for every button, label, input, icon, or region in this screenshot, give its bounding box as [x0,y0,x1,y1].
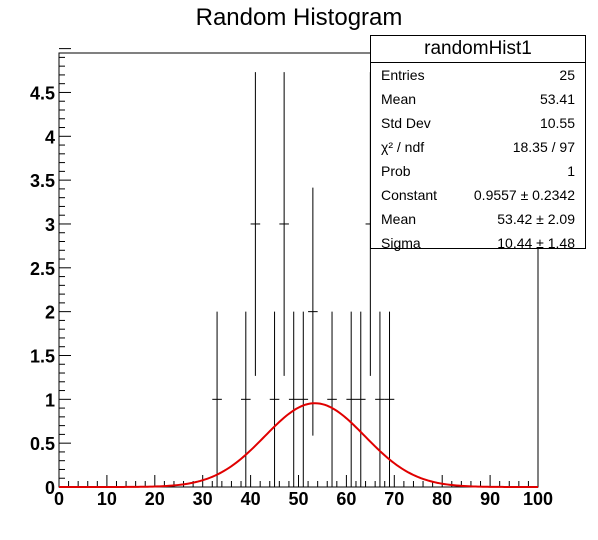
x-tick-label: 30 [193,489,213,509]
stats-value: 1 [567,163,575,179]
stats-row: Sigma 10.44 ± 1.48 [371,231,585,255]
x-tick-label: 70 [384,489,404,509]
histogram-bin [384,311,395,487]
stats-row: Constant 0.9557 ± 0.2342 [371,183,585,207]
stats-row: χ² / ndf 18.35 / 97 [371,135,585,159]
y-tick-label: 4.5 [30,83,55,103]
stats-label: Sigma [381,235,421,251]
histogram-bin [308,187,318,436]
chart-title: Random Histogram [195,4,403,31]
stats-box: randomHist1 Entries 25 Mean 53.41 Std Dev 10.… [370,35,586,251]
histogram-bin [279,72,289,376]
stats-label: Constant [381,187,438,203]
stats-label: Std Dev [381,115,431,131]
stats-label: Prob [381,163,411,179]
stats-value: 25 [559,67,575,83]
x-tick-label: 60 [336,489,356,509]
histogram-bin [288,311,299,487]
x-tick-label: 50 [288,489,308,509]
stats-value: 53.42 ± 2.09 [497,211,575,227]
gaussian-fit [59,402,538,488]
x-tick-label: 40 [241,489,261,509]
stats-row: Entries 25 [371,63,585,87]
stats-value: 0.9557 ± 0.2342 [473,187,575,203]
plot-axes: 0 10 20 30 40 50 60 70 80 90 100 0 0.5 1 1.5 2 2.5 3 3.5 4 4… [30,48,553,509]
y-tick-label: 1 [45,390,55,410]
y-tick-label: 1.5 [30,346,55,366]
histogram-bin [212,311,222,487]
stats-row: Prob 1 [371,159,585,183]
y-tick-label: 3 [45,215,55,235]
histogram-bin [269,311,280,487]
y-tick-label: 3.5 [30,171,55,191]
y-tick-label: 0 [45,478,55,498]
stats-value: 53.41 [539,91,575,107]
stats-label: Mean [381,211,417,227]
histogram-bin [327,311,337,487]
stats-label: Entries [381,67,425,83]
y-tick-label: 2 [45,303,55,323]
stats-row: Std Dev 10.55 [371,111,585,135]
histogram-bin [298,311,309,487]
histogram-bin [346,311,356,487]
histogram-bin [241,311,251,487]
x-tick-label: 100 [523,489,553,509]
y-tick-label: 4 [45,127,55,147]
histogram-bin [250,72,261,376]
fit-curve [59,402,538,488]
stats-label: Mean [381,91,417,107]
x-tick-label: 80 [432,489,452,509]
stats-row: Mean 53.42 ± 2.09 [371,207,585,231]
x-tick-label: 90 [480,489,500,509]
stats-row: Mean 53.41 [371,87,585,111]
histogram-bin [375,311,385,487]
stats-value: 10.44 ± 1.48 [497,235,575,251]
y-tick-label: 0.5 [30,434,55,454]
x-tick-label: 0 [54,489,64,509]
x-tick-label: 20 [145,489,165,509]
stats-value: 18.35 / 97 [512,139,575,155]
stats-box-title: randomHist1 [371,36,585,63]
stats-label: χ² / ndf [381,139,425,155]
y-tick-label: 2.5 [30,259,55,279]
stats-value: 10.55 [539,115,575,131]
x-tick-label: 10 [97,489,117,509]
histogram-bin [355,311,366,487]
